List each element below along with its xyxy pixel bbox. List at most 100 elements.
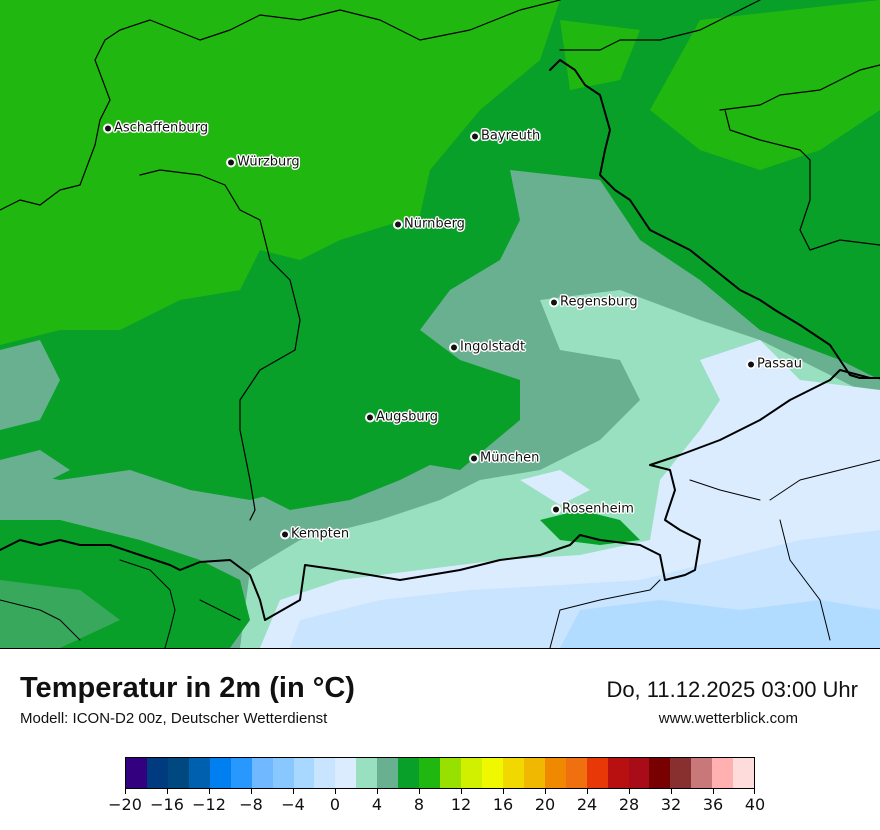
city-dot-icon [228, 159, 234, 165]
tick-label: 20 [534, 795, 556, 814]
tick-mark [461, 789, 462, 794]
tick-label: 8 [413, 795, 425, 814]
tick-label: −16 [150, 795, 184, 814]
valid-datetime: Do, 11.12.2025 03:00 Uhr [606, 677, 858, 702]
chart-title: Temperatur in 2m (in °C) [20, 672, 355, 704]
temperature-map: Aschaffenburg Würzburg Bayreuth Nürnberg Reg… [0, 0, 880, 649]
colorbar-segment [377, 758, 399, 788]
city-marker: Regensburg [551, 295, 638, 310]
city-dot-icon [395, 221, 401, 227]
tick-label: 40 [744, 795, 766, 814]
colorbar-segment [356, 758, 378, 788]
city-name: München [480, 450, 540, 466]
tick-label: 36 [702, 795, 724, 814]
city-marker: Kempten [282, 527, 349, 542]
tick-label: 0 [329, 795, 341, 814]
colorbar-segment [481, 758, 503, 788]
tick-mark [545, 789, 546, 794]
city-dot-icon [551, 299, 557, 305]
colorbar-segment [461, 758, 482, 788]
tick-mark [671, 789, 672, 794]
tick-label: 24 [576, 795, 598, 814]
model-subtitle: Modell: ICON-D2 00z, Deutscher Wetterdie… [20, 710, 328, 727]
city-marker: Rosenheim [553, 502, 634, 517]
colorbar-segment [398, 758, 420, 788]
tick-mark [293, 789, 294, 794]
city-name: Aschaffenburg [114, 120, 209, 136]
tick-label: −12 [192, 795, 226, 814]
city-name: Nürnberg [404, 216, 465, 232]
city-dot-icon [451, 344, 457, 350]
city-marker: Nürnberg [395, 217, 465, 232]
colorbar-segment [272, 758, 294, 788]
tick-mark [629, 789, 630, 794]
tick-label: 4 [371, 795, 383, 814]
colorbar-segment [251, 758, 273, 788]
city-name: Würzburg [237, 154, 300, 170]
tick-mark [209, 789, 210, 794]
tick-mark [377, 789, 378, 794]
colorbar-segment [209, 758, 231, 788]
tick-label: 12 [450, 795, 472, 814]
city-name: Regensburg [560, 294, 638, 310]
city-marker: München [471, 451, 539, 466]
tick-label: −8 [239, 795, 263, 814]
colorbar-segment [167, 758, 189, 788]
tick-label: 28 [618, 795, 640, 814]
city-name: Rosenheim [562, 501, 634, 517]
city-name: Kempten [291, 526, 350, 542]
colorbar [125, 757, 755, 789]
colorbar-segment [733, 758, 755, 788]
city-dot-icon [282, 531, 288, 537]
colorbar-segment [586, 758, 608, 788]
tick-label: 32 [660, 795, 682, 814]
tick-mark [125, 789, 126, 794]
map-field [0, 0, 880, 648]
colorbar-segment [440, 758, 461, 788]
city-marker: Würzburg [228, 155, 300, 170]
colorbar-segment [502, 758, 524, 788]
city-name: Bayreuth [481, 128, 541, 144]
city-name: Ingolstadt [460, 339, 526, 355]
colorbar-segment [230, 758, 252, 788]
tick-mark [503, 789, 504, 794]
colorbar-segment [628, 758, 650, 788]
colorbar-segment [523, 758, 545, 788]
tick-label: 16 [492, 795, 514, 814]
tick-mark [419, 789, 420, 794]
colorbar-segment [419, 758, 441, 788]
tick-mark [713, 789, 714, 794]
city-name: Passau [757, 356, 802, 372]
city-marker: Aschaffenburg [105, 121, 208, 136]
city-marker: Ingolstadt [451, 340, 525, 355]
city-dot-icon [471, 455, 477, 461]
tick-label: −4 [281, 795, 305, 814]
colorbar-segment [126, 758, 147, 788]
tick-mark [754, 789, 755, 794]
city-marker: Passau [748, 357, 802, 372]
colorbar-segment [670, 758, 692, 788]
tick-mark [251, 789, 252, 794]
city-dot-icon [472, 133, 478, 139]
city-marker: Bayreuth [472, 129, 540, 144]
city-dot-icon [748, 361, 754, 367]
city-dot-icon [367, 414, 373, 420]
colorbar-segment [649, 758, 671, 788]
colorbar-segment [146, 758, 168, 788]
colorbar-segment [607, 758, 629, 788]
city-dot-icon [105, 125, 111, 131]
colorbar-segment [691, 758, 713, 788]
colorbar-segment [712, 758, 734, 788]
colorbar-segment [188, 758, 210, 788]
colorbar-ticks: −20 −16 −12 −8 −4 0 4 8 12 16 20 24 28 32 36 40 [108, 789, 765, 829]
city-name: Augsburg [376, 409, 439, 425]
website-link[interactable]: www.wetterblick.com [658, 710, 798, 727]
tick-mark [167, 789, 168, 794]
tick-mark [335, 789, 336, 794]
tick-mark [587, 789, 588, 794]
city-dot-icon [553, 506, 559, 512]
colorbar-segment [565, 758, 587, 788]
border-lines [0, 0, 880, 648]
tick-label: −20 [108, 795, 142, 814]
colorbar-segment [544, 758, 566, 788]
